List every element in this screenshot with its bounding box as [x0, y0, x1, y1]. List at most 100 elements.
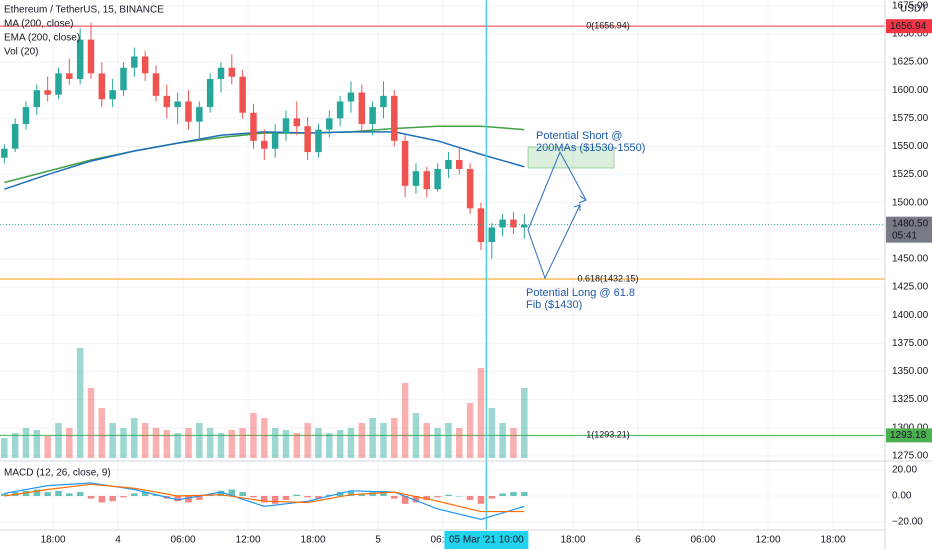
candle-body — [347, 92, 355, 102]
volume-bar — [315, 428, 322, 458]
volume-bar — [11, 433, 19, 458]
volume-bar — [109, 423, 116, 458]
candle-body — [55, 73, 62, 95]
volume-bar — [510, 428, 517, 458]
macd-tick-label: 20.00 — [892, 465, 917, 476]
volume-bar — [261, 418, 268, 458]
macd-histogram — [499, 493, 506, 496]
volume-bar — [466, 403, 474, 458]
currency-box — [886, 0, 932, 14]
macd-histogram — [239, 492, 246, 496]
volume-bar — [488, 408, 496, 458]
arrow-long — [527, 204, 581, 280]
volume-bar — [141, 423, 149, 458]
annotation: 200MAs ($1530-1550) — [536, 142, 645, 154]
x-tick-label: 18:00 — [561, 535, 586, 546]
volume-bar — [326, 433, 333, 458]
candle-body — [131, 56, 138, 68]
macd-histogram — [347, 490, 355, 496]
candle-body — [456, 159, 463, 169]
volume-bar — [423, 423, 431, 458]
plot: 0(1656.94) 0.618(1432.15) 1(1293.21) — [0, 0, 885, 530]
macd-tick-label: 0.00 — [892, 491, 912, 502]
volume-bar — [271, 428, 279, 458]
macd-histogram — [521, 492, 528, 496]
candle-body — [109, 90, 116, 100]
annotation: Fib ($1430) — [526, 299, 582, 311]
candle-body — [152, 73, 160, 96]
macd-histogram — [271, 496, 279, 504]
indicator-label: MA (200, close) — [4, 19, 73, 30]
y-tick-label: 1400.00 — [892, 310, 929, 321]
candle-body — [217, 67, 225, 79]
short-zone — [527, 146, 615, 169]
candle-body — [391, 95, 398, 141]
volume-bar — [87, 388, 95, 458]
candle-body — [76, 39, 84, 79]
y-tick-label: 1450.00 — [892, 254, 929, 265]
candle-body — [98, 73, 106, 100]
volume-bar — [163, 430, 171, 458]
macd-histogram — [228, 489, 236, 496]
macd-histogram — [477, 496, 485, 504]
tags: 1675.00 1650.00 1625.00 1600.00 1575.00 1550.… — [41, 0, 932, 549]
macd-histogram — [445, 494, 452, 496]
macd-histogram — [141, 492, 149, 496]
candle-body — [293, 118, 301, 127]
volume-bar — [217, 433, 225, 458]
macd-histogram — [510, 492, 517, 496]
indicator-label: EMA (200, close) — [4, 33, 80, 44]
x-tick-label: 18:00 — [301, 535, 326, 546]
macd-histogram — [66, 493, 73, 496]
volume-bar — [456, 428, 463, 458]
volume-bar — [98, 408, 106, 458]
fib-label: 0(1656.94) — [586, 21, 630, 31]
macd-histogram — [22, 490, 30, 496]
price-tag-label: 1656.94 — [890, 21, 927, 32]
macd-histogram — [33, 489, 41, 496]
last-price-tag — [886, 216, 932, 243]
candle-body — [499, 219, 506, 228]
countdown-label: 05:41 — [892, 230, 917, 241]
macd-histogram — [412, 496, 420, 503]
volume-bar — [250, 413, 257, 458]
chart-title: Ethereum / TetherUS, 15, BINANCE — [4, 5, 164, 16]
volume-bar — [44, 436, 51, 458]
y-tick-label: 1275.00 — [892, 450, 929, 461]
candle-body — [521, 224, 528, 228]
crosshair-label: 05 Mar '21 10:00 — [449, 535, 524, 546]
macd-tick-label: −20.00 — [892, 517, 923, 528]
macd-histogram — [217, 490, 225, 496]
macd-histogram — [174, 496, 181, 502]
macd-histogram — [456, 496, 463, 497]
macd-histogram — [44, 492, 51, 496]
candle-body — [120, 67, 127, 91]
x-tick-label: 06:00 — [691, 535, 716, 546]
volume-bar — [282, 430, 290, 458]
macd-histogram — [152, 494, 160, 496]
volume-bar — [347, 428, 355, 458]
volume-bar — [401, 383, 409, 458]
candle-body — [141, 56, 149, 74]
macd-histogram — [250, 496, 257, 498]
fib-label: 0.618(1432.15) — [577, 273, 638, 283]
candle-body — [282, 118, 290, 133]
price-tag — [886, 19, 932, 34]
annotation: Potential Long @ 61.8 — [526, 287, 635, 299]
x-tick-label: 6 — [635, 535, 641, 546]
x-tick-label: 4 — [115, 535, 121, 546]
x-tick-label: 18:00 — [820, 535, 845, 546]
candle-body — [33, 90, 41, 108]
candle-body — [434, 168, 441, 190]
candle-body — [228, 67, 236, 77]
volume-bar — [477, 368, 485, 458]
x-tick-label: 12:00 — [755, 535, 780, 546]
macd-histogram — [434, 496, 441, 498]
volume-bar — [434, 428, 441, 458]
volume-bar — [196, 423, 203, 458]
volume-bar — [152, 428, 160, 458]
arrow-short — [527, 150, 587, 231]
candle-body — [488, 227, 496, 243]
volume-bar — [239, 428, 246, 458]
